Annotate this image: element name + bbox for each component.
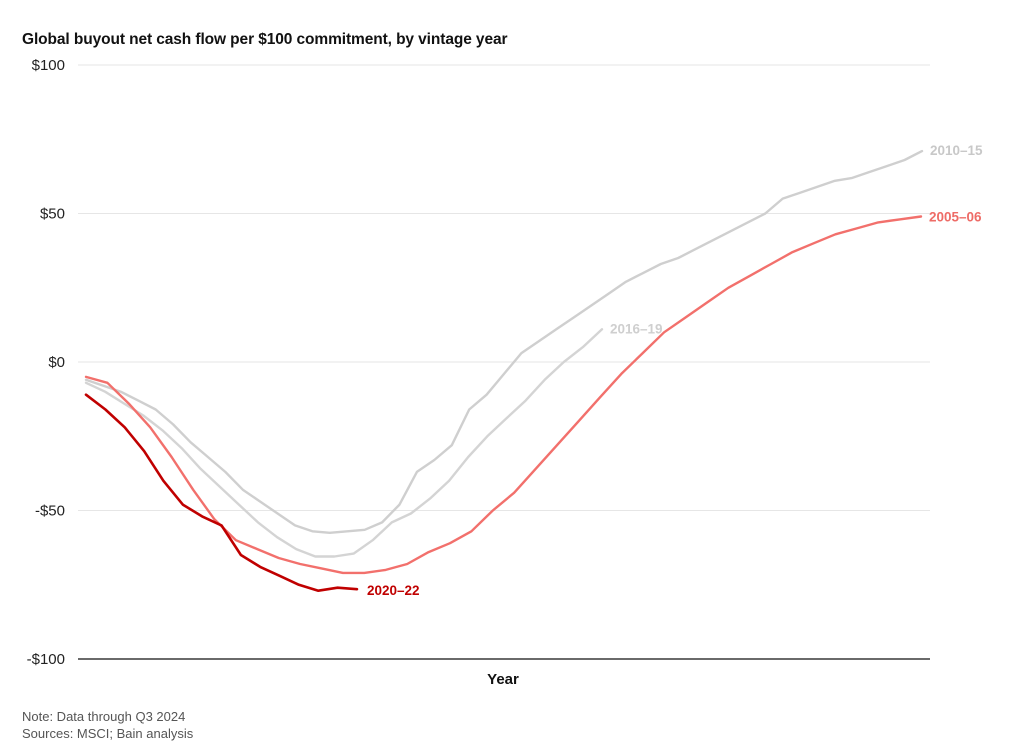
line-chart: $100 $50 $0 -$50 -$100 2010–15 2016–19 2005–06… [0, 0, 1018, 752]
series-line-2020–22 [86, 395, 357, 591]
series-line-2010–15 [86, 151, 922, 533]
series-label-2016–19: 2016–19 [610, 321, 663, 336]
chart-sources: Sources: MSCI; Bain analysis [22, 726, 193, 741]
series-label-2020–22: 2020–22 [367, 583, 420, 598]
chart-note: Note: Data through Q3 2024 [22, 709, 185, 724]
y-tick-label: $50 [40, 206, 65, 223]
y-tick-label: $0 [48, 354, 65, 371]
series-lines [86, 151, 922, 591]
y-tick-label: -$100 [27, 651, 65, 668]
series-label-2010–15: 2010–15 [930, 143, 983, 158]
series-labels: 2010–15 2016–19 2005–06 2020–22 [367, 143, 983, 598]
series-line-2016–19 [86, 329, 602, 556]
y-axis-ticks: $100 $50 $0 -$50 -$100 [27, 57, 65, 668]
x-axis-label: Year [487, 671, 519, 688]
series-label-2005–06: 2005–06 [929, 209, 982, 224]
y-tick-label: -$50 [35, 503, 65, 520]
grid-lines [78, 65, 930, 659]
y-tick-label: $100 [32, 57, 65, 74]
